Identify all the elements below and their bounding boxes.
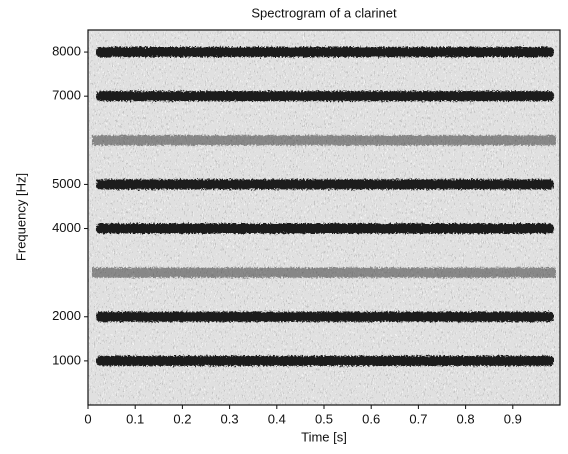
x-axis-label: Time [s]	[301, 429, 347, 444]
x-tick-label: 0.1	[126, 411, 144, 426]
y-tick-label: 7000	[52, 88, 81, 103]
y-tick-label: 8000	[52, 43, 81, 58]
x-tick-label: 0.4	[268, 411, 286, 426]
x-tick-label: 0.2	[173, 411, 191, 426]
bands	[92, 47, 556, 366]
harmonic-band	[96, 91, 554, 102]
chart-title: Spectrogram of a clarinet	[251, 5, 397, 20]
weak-harmonic-band	[92, 267, 556, 278]
harmonic-band	[96, 179, 554, 190]
x-tick-label: 0.5	[315, 411, 333, 426]
x-tick-label: 0.6	[362, 411, 380, 426]
weak-harmonic-band	[92, 135, 556, 146]
harmonic-band	[96, 47, 554, 58]
y-tick-label: 1000	[52, 352, 81, 367]
y-tick-label: 4000	[52, 220, 81, 235]
x-tick-label: 0.9	[504, 411, 522, 426]
x-tick-label: 0	[84, 411, 91, 426]
harmonic-band	[96, 311, 554, 322]
y-tick-label: 5000	[52, 176, 81, 191]
harmonic-band	[96, 355, 554, 366]
harmonic-band	[96, 223, 554, 234]
x-tick-label: 0.3	[221, 411, 239, 426]
y-tick-label: 2000	[52, 308, 81, 323]
x-tick-label: 0.7	[409, 411, 427, 426]
y-axis-label: Frequency [Hz]	[13, 173, 28, 261]
spectrogram-background	[88, 30, 560, 405]
x-tick-label: 0.8	[457, 411, 475, 426]
